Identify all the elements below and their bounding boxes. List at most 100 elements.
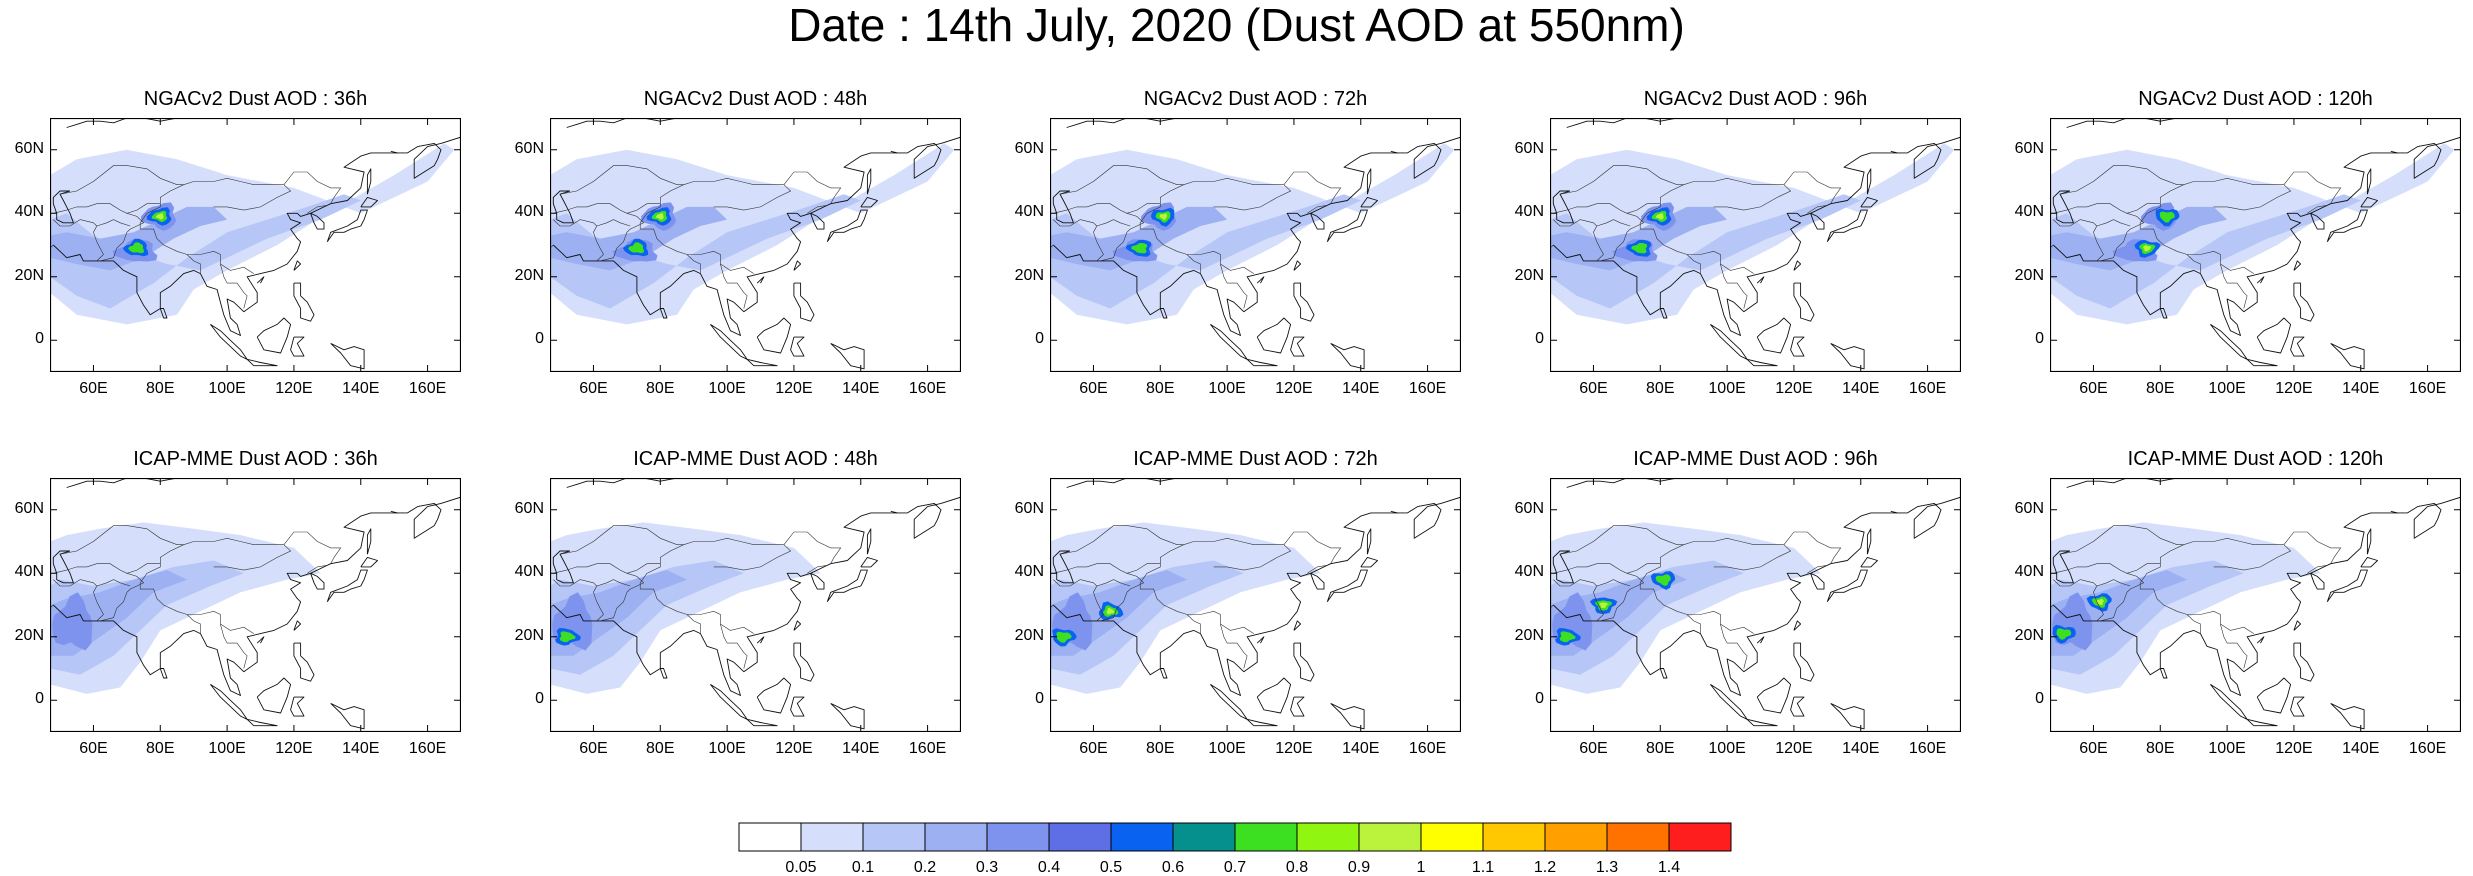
coastline: [1290, 696, 1305, 717]
coastline: [866, 528, 872, 555]
lat-tick-label: 60N: [2014, 139, 2044, 157]
country-border: [1126, 563, 1161, 574]
lat-tick-label: 60N: [514, 499, 544, 517]
country-border: [53, 203, 145, 262]
coastline: [860, 196, 878, 208]
coastline: [2293, 260, 2302, 271]
dust-aod-map: [2050, 478, 2461, 732]
coastline: [210, 684, 248, 720]
coastline: [2366, 168, 2372, 195]
lon-tick-label: 140E: [842, 380, 880, 397]
coastline: [1659, 308, 1668, 319]
aod-field-mid: [550, 560, 744, 675]
map-border: [50, 118, 461, 372]
lon-tick-label: 100E: [708, 380, 746, 397]
country-border: [2080, 579, 2104, 622]
coastline: [1366, 168, 1372, 195]
lat-tick-label: 60N: [514, 139, 544, 157]
lon-tick-label: 140E: [1342, 740, 1380, 757]
country-border: [53, 579, 81, 587]
lon-tick-label: 160E: [408, 380, 447, 397]
coastline: [326, 569, 368, 603]
coastline: [1326, 569, 1368, 603]
coastline: [2256, 276, 2265, 284]
coastline: [790, 336, 805, 357]
map-border: [550, 118, 961, 372]
coastline: [1052, 190, 1074, 224]
coastline: [1566, 478, 1628, 488]
coastline: [1246, 358, 1278, 367]
country-border: [1559, 165, 1842, 204]
country-border: [1686, 254, 1701, 274]
country-border: [1553, 579, 1581, 587]
aod-field-mid: [1550, 560, 1744, 675]
country-border: [553, 219, 581, 227]
country-border: [126, 563, 161, 574]
lat-tick-label: 40N: [14, 203, 44, 221]
lat-tick-label: 40N: [514, 203, 544, 221]
coastline: [256, 677, 292, 714]
coastline: [1790, 336, 1805, 357]
coastline: [1210, 684, 1248, 720]
lat-tick-label: 60N: [1514, 499, 1544, 517]
country-border: [1307, 205, 1328, 214]
coastline: [793, 620, 802, 631]
lat-tick-label: 0: [1035, 690, 1044, 708]
country-border: [2139, 544, 2254, 634]
lon-tick-label: 120E: [1275, 380, 1313, 397]
country-border: [53, 563, 145, 622]
coastline: [2326, 569, 2368, 603]
country-border: [1080, 579, 1104, 622]
country-border: [186, 254, 201, 274]
lat-tick-label: 60N: [1014, 139, 1044, 157]
country-border: [2220, 263, 2248, 309]
country-border: [2186, 254, 2201, 274]
colorbar-swatch: [1668, 822, 1732, 852]
country-border: [720, 263, 748, 309]
coastline: [2293, 642, 2315, 682]
country-border: [2053, 579, 2081, 587]
lat-tick-label: 40N: [14, 563, 44, 581]
colorbar-label: 0.9: [1348, 859, 1370, 876]
coastline: [1390, 510, 1398, 514]
map-panel: NGACv2 Dust AOD : 120h 60N 40N 20N 0 60E 80E 10…: [2015, 88, 2473, 397]
panel-title: NGACv2 Dust AOD : 120h: [2138, 88, 2373, 110]
country-border: [580, 219, 604, 262]
lon-tick-label: 120E: [2275, 380, 2313, 397]
coastline: [1256, 276, 1265, 284]
lat-tick-label: 60N: [2014, 499, 2044, 517]
coastline: [246, 718, 278, 727]
country-border: [59, 525, 342, 564]
aod-field-mid: [550, 194, 861, 309]
colorbar-label: 0.8: [1286, 859, 1308, 876]
coastline: [830, 702, 865, 730]
coastline: [159, 668, 168, 679]
lat-tick-label: 20N: [2014, 626, 2044, 644]
country-border: [1053, 563, 1145, 622]
coastline: [826, 209, 868, 243]
lon-tick-label: 140E: [342, 380, 380, 397]
coastline: [2366, 528, 2372, 555]
coastline: [890, 510, 898, 514]
aod-field-mid: [1050, 560, 1244, 675]
coastline: [1052, 550, 1074, 584]
coastline: [552, 190, 574, 224]
country-border: [1553, 563, 1645, 622]
country-border: [639, 184, 754, 274]
country-border: [1639, 544, 1754, 634]
coastline: [1890, 150, 1898, 154]
country-border: [1580, 579, 1604, 622]
country-border: [139, 544, 254, 634]
map-border: [1050, 118, 1461, 372]
country-border: [1186, 614, 1201, 634]
map-panel: NGACv2 Dust AOD : 48h 60N 40N 20N 0 60E 80E 100…: [515, 88, 980, 397]
coastline: [326, 209, 368, 243]
lon-tick-label: 160E: [1408, 380, 1447, 397]
country-border: [1220, 263, 1248, 309]
lat-tick-label: 40N: [1014, 203, 1044, 221]
country-border: [2059, 165, 2342, 204]
coastline: [2066, 118, 2128, 128]
aod-field-mid: [50, 194, 361, 309]
country-border: [1139, 544, 1254, 634]
coastline: [746, 718, 778, 727]
